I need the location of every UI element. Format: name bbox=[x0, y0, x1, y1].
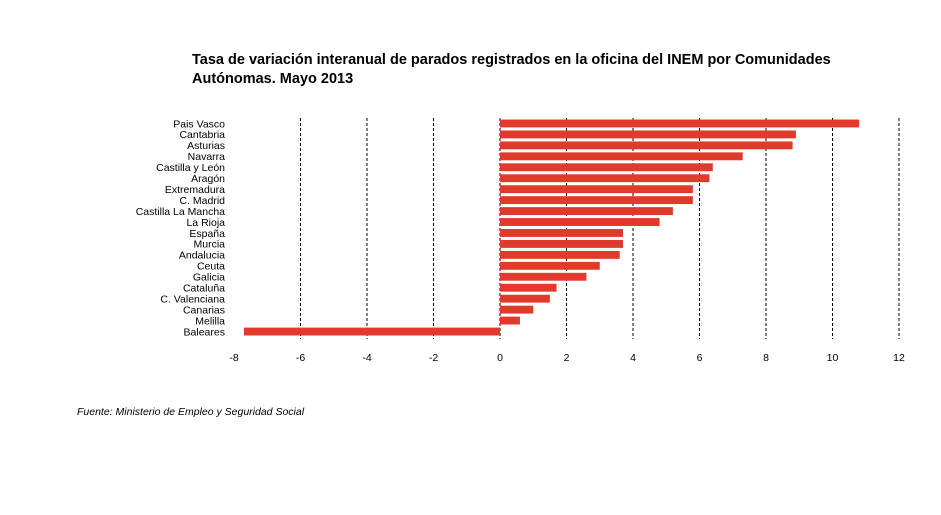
gridlines bbox=[300, 118, 900, 339]
x-tick-label: 10 bbox=[827, 352, 839, 364]
x-tick-label: 8 bbox=[763, 352, 769, 364]
bar-navarra bbox=[500, 152, 743, 161]
category-label: Pais Vasco bbox=[173, 118, 225, 130]
category-label: Melilla bbox=[195, 315, 225, 327]
x-tick-label: -8 bbox=[229, 352, 238, 364]
bar-extremadura bbox=[500, 185, 693, 194]
bar-ceuta bbox=[500, 261, 600, 270]
bar-c-madrid bbox=[500, 196, 693, 205]
category-label: Cataluña bbox=[183, 283, 225, 295]
bar-c-valenciana bbox=[500, 294, 550, 303]
category-label: Extremadura bbox=[165, 184, 225, 196]
x-tick-label: 4 bbox=[630, 352, 636, 364]
bar-galicia bbox=[500, 272, 587, 281]
x-axis-tick-labels: -8 -6 -4 -2 0 2 4 6 8 10 12 bbox=[229, 352, 905, 364]
category-label: Andalucia bbox=[179, 250, 225, 262]
bar-espa-a bbox=[500, 229, 624, 237]
category-label: Castilla y León bbox=[156, 162, 225, 174]
category-label: Castilla La Mancha bbox=[136, 206, 225, 218]
x-tick-label: -4 bbox=[362, 352, 371, 364]
category-label: Cantabria bbox=[179, 129, 225, 141]
category-label: España bbox=[189, 228, 225, 240]
bar-castilla-la-mancha bbox=[500, 207, 673, 216]
bar-catalu-a bbox=[500, 283, 557, 292]
bar-melilla bbox=[500, 316, 520, 325]
chart-title-line-2: Autónomas. Mayo 2013 bbox=[192, 71, 354, 87]
bar-castilla-y-le-n bbox=[500, 163, 713, 172]
category-label: C. Madrid bbox=[179, 195, 225, 207]
category-label: Baleares bbox=[184, 326, 225, 338]
chart-title-line-1: Tasa de variación interanual de parados … bbox=[192, 52, 831, 68]
bar-la-rioja bbox=[500, 218, 660, 226]
category-label: La Rioja bbox=[186, 217, 225, 229]
bar-canarias bbox=[500, 305, 534, 314]
bar-asturias bbox=[500, 141, 793, 150]
category-label: Ceuta bbox=[197, 261, 225, 273]
category-labels: Pais VascoCantabriaAsturiasNavarraCastil… bbox=[136, 118, 225, 338]
category-label: Galicia bbox=[193, 272, 225, 284]
x-tick-label: 6 bbox=[697, 352, 703, 364]
bar-baleares bbox=[243, 327, 500, 336]
x-tick-label: 12 bbox=[893, 352, 905, 364]
x-tick-label: 2 bbox=[564, 352, 570, 364]
category-label: Asturias bbox=[187, 140, 225, 152]
category-label: Aragón bbox=[191, 173, 225, 185]
bar-andalucia bbox=[500, 250, 620, 259]
bar-cantabria bbox=[500, 130, 796, 139]
source-note: Fuente: Ministerio de Empleo y Seguridad… bbox=[77, 406, 305, 418]
category-label: Canarias bbox=[183, 304, 225, 316]
category-label: Navarra bbox=[188, 151, 226, 163]
x-tick-label: -6 bbox=[296, 352, 305, 364]
x-tick-label: -2 bbox=[429, 352, 438, 364]
chart-title: Tasa de variación interanual de parados … bbox=[192, 51, 892, 89]
bar-murcia bbox=[500, 239, 624, 248]
bars bbox=[243, 119, 860, 336]
bar-arag-n bbox=[500, 174, 710, 183]
category-label: Murcia bbox=[193, 239, 225, 251]
bar-pais-vasco bbox=[500, 119, 860, 128]
category-label: C. Valenciana bbox=[160, 293, 225, 305]
x-tick-label: 0 bbox=[497, 352, 503, 364]
